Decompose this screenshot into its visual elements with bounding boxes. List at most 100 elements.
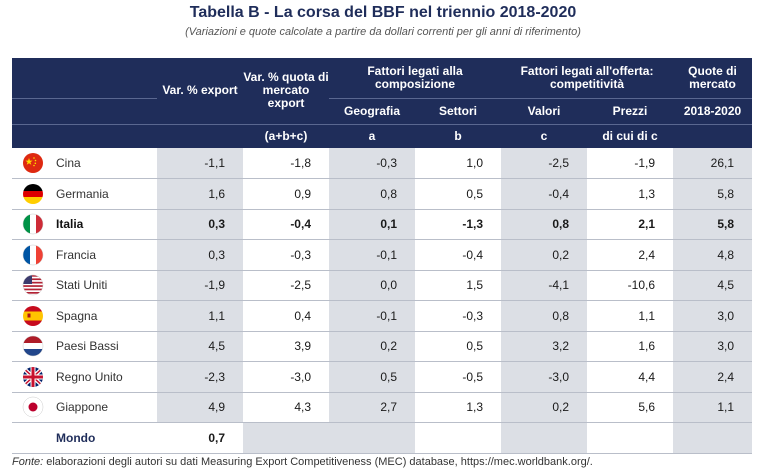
value-cell: -0,4 xyxy=(243,209,329,240)
value-cell: 26,1 xyxy=(673,148,753,179)
table-row: Cina -1,1 -1,8 -0,3 1,0 -2,5 -1,9 26,1 xyxy=(12,148,753,179)
value-cell: 2,7 xyxy=(329,392,415,423)
value-cell: 4,8 xyxy=(673,239,753,271)
flag-cell xyxy=(12,270,54,301)
value-cell: 2,4 xyxy=(587,239,674,271)
value-cell: -0,3 xyxy=(415,300,502,332)
value-cell: -1,9 xyxy=(587,148,674,179)
value-cell: 0,8 xyxy=(329,178,415,210)
value-cell: 5,8 xyxy=(673,209,753,240)
value-cell: -0,4 xyxy=(415,239,502,271)
value-cell: 3,2 xyxy=(501,331,588,362)
header-geografia: Geografia xyxy=(329,97,415,124)
header-var-quota: Var. % quota di mercato export xyxy=(243,58,329,124)
germany-flag-icon xyxy=(21,183,45,205)
value-cell: 3,0 xyxy=(673,300,753,332)
table-title: Tabella B - La corsa del BBF nel trienni… xyxy=(189,4,577,21)
header-sub-a: a xyxy=(329,123,415,148)
header-fattori-offerta: Fattori legati all'offerta: competitivit… xyxy=(501,58,674,98)
country-name: Giappone xyxy=(54,392,157,423)
flag-cell xyxy=(12,331,54,362)
header-var-export: Var. % export xyxy=(157,58,243,124)
value-cell: 0,5 xyxy=(415,331,502,362)
value-cell: 3,0 xyxy=(673,331,753,362)
country-name: Italia xyxy=(54,209,157,240)
empty-cell xyxy=(243,422,329,454)
value-cell: 0,2 xyxy=(329,331,415,362)
table-subtitle: (Variazioni e quote calcolate a partire … xyxy=(185,26,581,38)
country-name: Francia xyxy=(54,239,157,271)
value-cell: 2,4 xyxy=(673,361,753,393)
world-label: Mondo xyxy=(54,422,157,454)
header-sub-b: b xyxy=(415,123,502,148)
flag-cell xyxy=(12,178,54,210)
table-row: Paesi Bassi 4,5 3,9 0,2 0,5 3,2 1,6 3,0 xyxy=(12,331,753,362)
value-cell: 3,9 xyxy=(243,331,329,362)
usa-flag-icon xyxy=(21,274,45,296)
data-table: Var. % export Var. % quota di mercato ex… xyxy=(12,58,753,454)
value-cell: -0,3 xyxy=(329,148,415,179)
header-sub-c: c xyxy=(501,123,588,148)
value-cell: -4,1 xyxy=(501,270,588,301)
value-cell: 4,4 xyxy=(587,361,674,393)
world-value: 0,7 xyxy=(157,422,243,454)
china-flag-icon xyxy=(21,152,45,174)
value-cell: 0,3 xyxy=(157,209,243,240)
value-cell: 5,6 xyxy=(587,392,674,423)
value-cell: 1,1 xyxy=(587,300,674,332)
value-cell: 1,1 xyxy=(673,392,753,423)
flag-cell xyxy=(12,148,54,179)
japan-flag-icon xyxy=(21,396,45,418)
value-cell: -0,1 xyxy=(329,300,415,332)
value-cell: 1,1 xyxy=(157,300,243,332)
country-name: Regno Unito xyxy=(54,361,157,393)
value-cell: 0,4 xyxy=(243,300,329,332)
empty-cell xyxy=(12,422,54,454)
header-prezzi: Prezzi xyxy=(587,97,674,124)
flag-cell xyxy=(12,392,54,423)
empty-cell xyxy=(673,422,753,454)
header-settori: Settori xyxy=(415,97,502,124)
value-cell: -0,1 xyxy=(329,239,415,271)
value-cell: 4,3 xyxy=(243,392,329,423)
empty-cell xyxy=(415,422,502,454)
empty-cell xyxy=(329,422,415,454)
value-cell: 0,2 xyxy=(501,239,588,271)
value-cell: 1,6 xyxy=(587,331,674,362)
value-cell: 0,8 xyxy=(501,209,588,240)
value-cell: -0,4 xyxy=(501,178,588,210)
value-cell: 5,8 xyxy=(673,178,753,210)
value-cell: 0,2 xyxy=(501,392,588,423)
empty-cell xyxy=(501,422,588,454)
table-row: Germania 1,6 0,9 0,8 0,5 -0,4 1,3 5,8 xyxy=(12,178,753,210)
value-cell: 1,6 xyxy=(157,178,243,210)
country-name: Paesi Bassi xyxy=(54,331,157,362)
value-cell: 2,1 xyxy=(587,209,674,240)
footnote: Fonte: elaborazioni degli autori su dati… xyxy=(12,456,593,468)
france-flag-icon xyxy=(21,244,45,266)
value-cell: -1,9 xyxy=(157,270,243,301)
value-cell: 4,5 xyxy=(157,331,243,362)
empty-cell xyxy=(587,422,674,454)
footnote-lead: Fonte: xyxy=(12,456,44,468)
uk-flag-icon xyxy=(21,366,45,388)
country-name: Stati Uniti xyxy=(54,270,157,301)
value-cell: -10,6 xyxy=(587,270,674,301)
value-cell: 4,9 xyxy=(157,392,243,423)
value-cell: -0,3 xyxy=(243,239,329,271)
value-cell: 4,5 xyxy=(673,270,753,301)
value-cell: -1,3 xyxy=(415,209,502,240)
flag-cell xyxy=(12,239,54,271)
header-sub-dicuidic: di cui di c xyxy=(587,123,674,148)
flag-cell xyxy=(12,361,54,393)
header-anni: 2018-2020 xyxy=(673,97,753,124)
header-fattori-composizione: Fattori legati alla composizione xyxy=(329,58,502,98)
value-cell: -1,8 xyxy=(243,148,329,179)
spain-flag-icon xyxy=(21,305,45,327)
country-name: Germania xyxy=(54,178,157,210)
value-cell: 1,0 xyxy=(415,148,502,179)
value-cell: -2,3 xyxy=(157,361,243,393)
table-row: Stati Uniti -1,9 -2,5 0,0 1,5 -4,1 -10,6 4,5 xyxy=(12,270,753,301)
value-cell: 0,5 xyxy=(415,178,502,210)
table-row: Spagna 1,1 0,4 -0,1 -0,3 0,8 1,1 3,0 xyxy=(12,300,753,332)
